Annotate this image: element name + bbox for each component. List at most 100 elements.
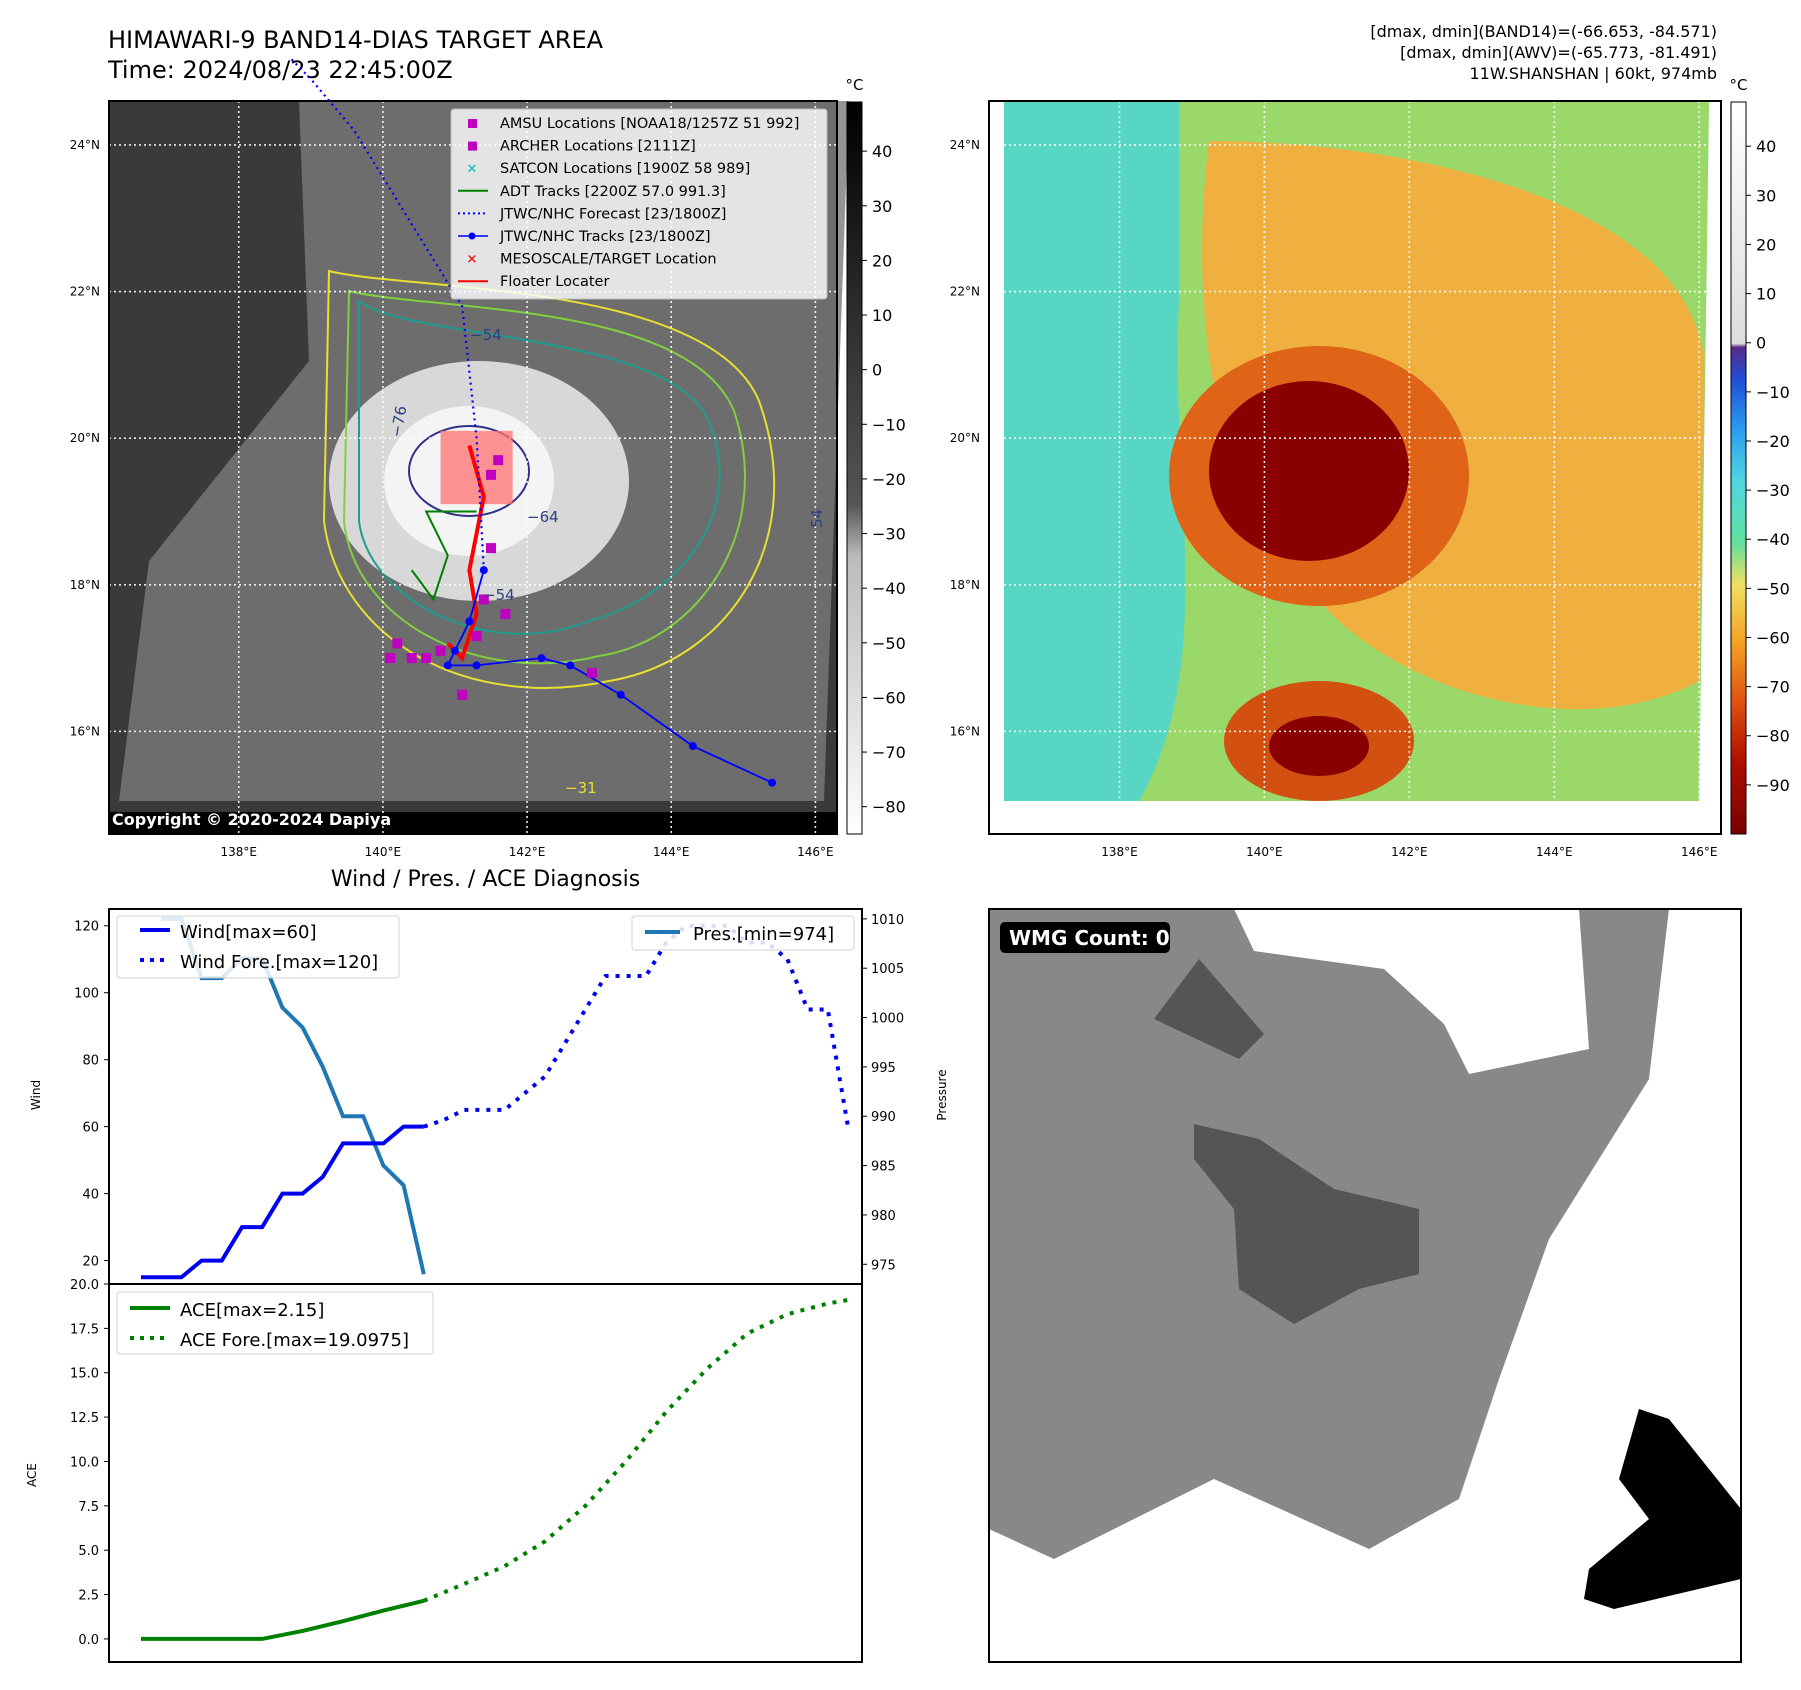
ir-lat-tick: 16°N bbox=[70, 724, 100, 738]
ace-y-tick: 12.5 bbox=[70, 1411, 99, 1426]
amsu-location-marker bbox=[493, 455, 504, 466]
jtwc-track-point bbox=[616, 690, 625, 699]
jtwc-track-point bbox=[688, 742, 697, 751]
awv-lon-tick: 140°E bbox=[1246, 845, 1283, 859]
contour-label: −54 bbox=[470, 326, 502, 344]
wind-series-line bbox=[141, 1124, 424, 1280]
amsu-location-marker bbox=[478, 594, 489, 605]
ace-y-tick: 17.5 bbox=[70, 1322, 99, 1337]
jtwc-track-point bbox=[479, 566, 488, 575]
wmg-count-label: WMG Count: 0 bbox=[1009, 926, 1170, 950]
ir-lon-tick: 142°E bbox=[509, 845, 546, 859]
ir-colorbar-tick: −80 bbox=[872, 798, 906, 817]
ace-ylabel: ACE bbox=[25, 1463, 39, 1487]
storm-info: 11W.SHANSHAN | 60kt, 974mb bbox=[1469, 64, 1717, 83]
legend-frame bbox=[450, 108, 828, 300]
ir-colorbar-tick: 20 bbox=[872, 251, 892, 270]
pressure-y-tick: 1005 bbox=[871, 962, 904, 977]
jtwc-track-point bbox=[537, 654, 546, 663]
ace-y-tick: 15.0 bbox=[70, 1367, 99, 1382]
pressure-y-tick: 975 bbox=[871, 1258, 896, 1273]
awv-colorbar-tick: 0 bbox=[1756, 334, 1766, 353]
amsu-location-marker bbox=[486, 469, 497, 480]
ir-map-frame bbox=[108, 100, 838, 835]
amsu-location-marker bbox=[457, 689, 468, 700]
awv-colorbar: °C 40 30 20 10 0 −10 −20 −30 −40 −50 −60 −70 −80 −90 bbox=[1730, 76, 1790, 835]
wind-legend bbox=[116, 915, 400, 979]
amsu-location-marker bbox=[385, 653, 396, 664]
copyright-band bbox=[109, 812, 837, 834]
pressure-legend-label: Pres.[min=974] bbox=[693, 924, 834, 945]
ace-panel: 20.0 17.5 15.0 12.5 10.0 7.5 5.0 2.5 0.0 ACE ACE[m… bbox=[25, 1278, 863, 1663]
awv-colorbar-tick: −50 bbox=[1756, 579, 1790, 598]
ir-lon-tick: 138°E bbox=[220, 845, 257, 859]
wmg-frame bbox=[988, 908, 1742, 1663]
awv-lat-tick: 24°N bbox=[950, 138, 980, 152]
wind-y-tick: 80 bbox=[82, 1054, 99, 1069]
jtwc-track-point bbox=[443, 661, 452, 670]
wmg-panel: WMG Count: 0 bbox=[988, 908, 1742, 1663]
legend-label-tracks: JTWC/NHC Tracks [23/1800Z] bbox=[499, 229, 711, 245]
amsu-location-marker bbox=[486, 543, 497, 554]
pressure-y-tick: 1000 bbox=[871, 1012, 904, 1027]
ir-colorbar-tick: −20 bbox=[872, 470, 906, 489]
wind-y-tick: 120 bbox=[74, 920, 99, 935]
legend-label-target: MESOSCALE/TARGET Location bbox=[500, 252, 717, 268]
awv-colorbar-tick: −90 bbox=[1756, 776, 1790, 795]
legend-marker-square bbox=[468, 119, 477, 128]
wind-y-tick: 100 bbox=[74, 987, 99, 1002]
awv-lon-tick: 142°E bbox=[1391, 845, 1428, 859]
awv-lat-tick: 16°N bbox=[950, 724, 980, 738]
wmg-dark-core bbox=[1194, 1124, 1419, 1324]
ir-contour-green bbox=[342, 289, 746, 665]
ir-colorbar-tick: −70 bbox=[872, 743, 906, 762]
pressure-y-tick: 985 bbox=[871, 1160, 896, 1175]
wind-ylabel: Wind bbox=[29, 1080, 43, 1110]
legend-label-adt: ADT Tracks [2200Z 57.0 991.3] bbox=[500, 184, 726, 200]
awv-colorbar-tick: 40 bbox=[1756, 137, 1776, 156]
legend-label-amsu: AMSU Locations [NOAA18/1257Z 51 992] bbox=[500, 116, 799, 132]
jtwc-track-point bbox=[465, 617, 474, 626]
ir-lat-tick: 20°N bbox=[70, 431, 100, 445]
legend-marker-x: ✕ bbox=[467, 253, 478, 268]
ace-forecast-legend-label: ACE Fore.[max=19.0975] bbox=[180, 1330, 409, 1351]
ace-frame bbox=[108, 1283, 863, 1663]
awv-colorbar-tick: 30 bbox=[1756, 186, 1776, 205]
ir-colorbar-tick: −30 bbox=[872, 525, 906, 544]
wmg-dark-cell-north bbox=[1154, 959, 1264, 1059]
amsu-location-marker bbox=[500, 609, 511, 620]
contour-label: −31 bbox=[565, 779, 597, 797]
ir-contour-navy bbox=[408, 425, 530, 517]
pressure-y-tick: 1010 bbox=[871, 913, 904, 928]
wind-pressure-panel: Wind / Pres. / ACE Diagnosis 120 100 80 60 40… bbox=[29, 867, 949, 1285]
ir-colorbar-tick: −40 bbox=[872, 579, 906, 598]
contour-label: −54 bbox=[483, 586, 515, 604]
amsu-location-marker bbox=[586, 667, 597, 678]
amsu-location-marker bbox=[421, 653, 432, 664]
ace-legend-label: ACE[max=2.15] bbox=[180, 1300, 324, 1321]
ace-legend bbox=[116, 1291, 434, 1355]
ace-y-tick: 10.0 bbox=[70, 1455, 99, 1470]
wind-y-tick: 20 bbox=[82, 1255, 99, 1270]
ir-lat-tick: 18°N bbox=[70, 578, 100, 592]
awv-lon-tick: 146°E bbox=[1681, 845, 1718, 859]
wmg-clear-region bbox=[1234, 909, 1589, 1074]
awv-colorbar-bar bbox=[1730, 101, 1747, 835]
ir-colorbar-tick: 10 bbox=[872, 306, 892, 325]
ir-colorbar-tick: −10 bbox=[872, 415, 906, 434]
ace-y-tick: 20.0 bbox=[70, 1278, 99, 1293]
wind-y-tick: 60 bbox=[82, 1121, 99, 1136]
jtwc-track-point bbox=[566, 661, 575, 670]
awv-storm-core bbox=[1209, 381, 1409, 561]
ir-lat-tick: 24°N bbox=[70, 138, 100, 152]
ir-colorbar-tick: 40 bbox=[872, 142, 892, 161]
stats-awv: [dmax, dmin](AWV)=(-65.773, -81.491) bbox=[1400, 43, 1717, 62]
jtwc-track-line bbox=[446, 569, 773, 784]
ir-colorbar-tick: −60 bbox=[872, 688, 906, 707]
stats-band14: [dmax, dmin](BAND14)=(-66.653, -84.571) bbox=[1370, 22, 1717, 41]
map-legend: AMSU Locations [NOAA18/1257Z 51 992] ARCH… bbox=[450, 108, 828, 300]
ir-contour-teal bbox=[358, 298, 721, 635]
legend-label-satcon: SATCON Locations [1900Z 58 989] bbox=[500, 161, 750, 177]
ace-series-line bbox=[141, 1598, 425, 1641]
